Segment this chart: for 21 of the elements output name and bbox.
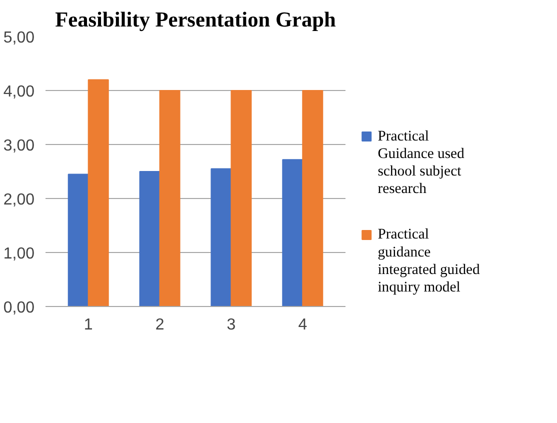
- x-tick-label: 2: [155, 316, 164, 334]
- y-tick-label: 5,00: [3, 30, 35, 46]
- legend-label: Practical guidance integrated guided inquiry model: [378, 226, 481, 296]
- y-tick-label: 2,00: [3, 192, 35, 208]
- bar: [230, 90, 252, 306]
- bar: [302, 90, 324, 306]
- bar: [282, 159, 304, 306]
- y-tick-label: 0,00: [3, 300, 35, 316]
- x-tick-label: 3: [226, 316, 236, 334]
- chart-title: Feasibility Persentation Graph: [55, 8, 336, 32]
- bar: [68, 174, 89, 306]
- bar: [88, 79, 109, 306]
- legend-label: Practical Guidance used school subject research: [378, 128, 466, 198]
- y-tick-label: 3,00: [3, 138, 35, 154]
- y-tick-label: 4,00: [3, 84, 35, 100]
- x-tick-label: 1: [84, 316, 93, 334]
- bar: [210, 168, 232, 306]
- x-tick-label: 4: [298, 316, 308, 334]
- y-tick-label: 1,00: [3, 246, 35, 262]
- bar: [159, 90, 180, 306]
- bar: [139, 171, 160, 306]
